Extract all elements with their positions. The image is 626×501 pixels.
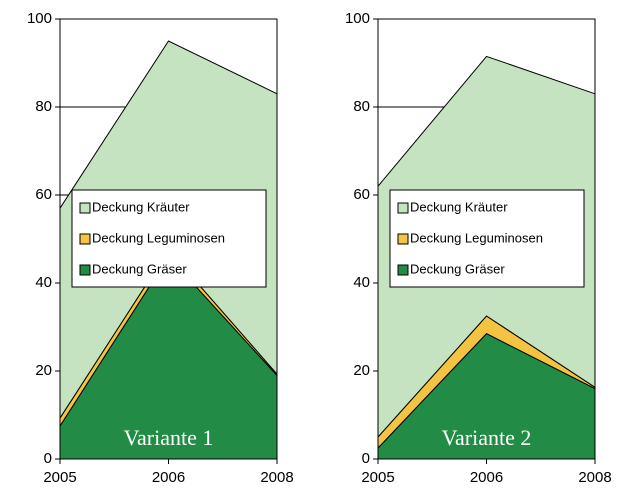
y-tick-label: 60	[353, 186, 370, 203]
legend-swatch	[397, 233, 409, 245]
y-tick-label: 80	[35, 98, 52, 115]
legend-label: Deckung Kräuter	[92, 199, 190, 214]
legend-label: Deckung Leguminosen	[92, 230, 225, 245]
y-tick-label: 60	[35, 186, 52, 203]
y-tick-label: 40	[35, 274, 52, 291]
y-tick-label: 20	[35, 362, 52, 379]
x-tick-label: 2005	[43, 469, 76, 486]
legend-swatch	[397, 264, 409, 276]
legend-box	[389, 189, 585, 288]
legend-swatch	[79, 202, 91, 214]
x-tick-label: 2005	[361, 469, 394, 486]
x-tick-label: 2008	[260, 469, 293, 486]
legend-swatch	[79, 233, 91, 245]
x-tick-label: 2008	[578, 469, 611, 486]
annotation: Variante 2	[442, 425, 532, 450]
y-tick-label: 80	[353, 98, 370, 115]
annotation: Variante 1	[124, 425, 214, 450]
y-tick-label: 20	[353, 362, 370, 379]
legend-box	[71, 189, 267, 288]
legend-swatch	[79, 264, 91, 276]
y-tick-label: 0	[362, 450, 370, 467]
legend-label: Deckung Gräser	[410, 261, 505, 276]
legend-label: Deckung Leguminosen	[410, 230, 543, 245]
y-tick-label: 100	[27, 10, 52, 27]
x-tick-label: 2006	[152, 469, 185, 486]
y-tick-label: 100	[345, 10, 370, 27]
legend-swatch	[397, 202, 409, 214]
legend-label: Deckung Gräser	[92, 261, 187, 276]
y-tick-label: 40	[353, 274, 370, 291]
legend-label: Deckung Kräuter	[410, 199, 508, 214]
x-tick-label: 2006	[470, 469, 503, 486]
y-tick-label: 0	[44, 450, 52, 467]
